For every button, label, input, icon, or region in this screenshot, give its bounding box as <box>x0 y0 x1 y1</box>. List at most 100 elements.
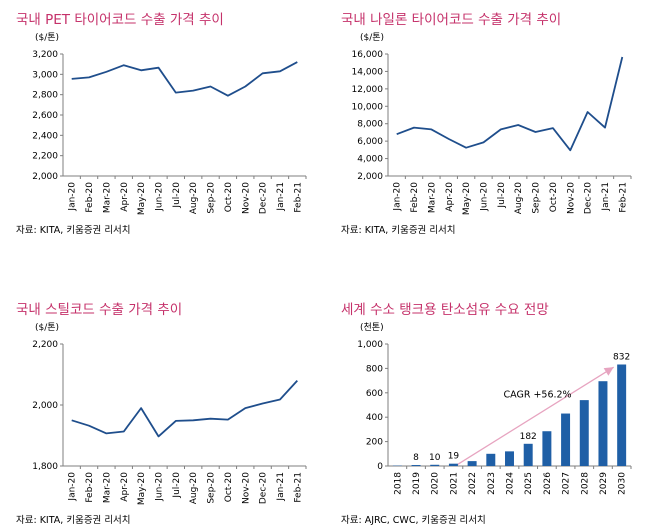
y-tick-label: 2,000 <box>32 172 58 182</box>
x-tick-label: Jan-20 <box>393 182 403 212</box>
chart-source: 자료: KITA, 키움증권 리서치 <box>341 225 456 236</box>
chart-title: 국내 PET 타이어코드 수출 가격 추이 <box>16 12 224 28</box>
x-tick-label: Feb-21 <box>618 182 628 213</box>
x-tick-label: May-20 <box>462 182 472 215</box>
x-tick-label: Jun-20 <box>154 472 164 502</box>
x-tick-label: Jan-20 <box>68 472 78 502</box>
chart-title: 국내 스틸코드 수출 가격 추이 <box>16 302 183 318</box>
data-label: 832 <box>613 352 630 362</box>
y-tick-label: 8,000 <box>357 120 383 130</box>
x-tick-label: May-20 <box>137 182 147 215</box>
y-tick-label: 800 <box>366 364 383 374</box>
x-tick-label: 2023 <box>487 472 497 495</box>
x-tick-label: 2030 <box>618 472 628 495</box>
bar <box>598 381 608 466</box>
x-tick-label: 2018 <box>393 472 403 495</box>
x-tick-label: Mar-20 <box>102 472 112 503</box>
x-tick-label: Nov-20 <box>241 182 251 214</box>
x-tick-label: Jan-21 <box>276 182 286 212</box>
y-tick-label: 600 <box>366 389 383 399</box>
chart-title: 세계 수소 탱크용 탄소섬유 수요 전망 <box>341 302 549 318</box>
y-axis-unit: ($/톤) <box>360 32 384 43</box>
cagr-arrow-head <box>603 367 614 376</box>
chart-panel-nylon: 국내 나일론 타이어코드 수출 가격 추이 ($/톤) 2,000 4,000 6,0… <box>341 8 641 236</box>
chart-panel-pet: 국내 PET 타이어코드 수출 가격 추이 ($/톤) 2,000 2,200 2,4… <box>16 8 316 236</box>
y-tick-label: 10,000 <box>352 102 384 112</box>
chart-source: 자료: KITA, 키움증권 리서치 <box>16 515 131 526</box>
x-tick-label: May-20 <box>137 472 147 505</box>
x-tick-label: Jun-20 <box>154 182 164 212</box>
x-tick-label: Dec-20 <box>259 182 269 214</box>
x-tick-label: Jan-21 <box>601 182 611 212</box>
bar <box>505 451 514 466</box>
x-tick-label: 2027 <box>562 472 572 495</box>
x-tick-label: Jul-20 <box>497 182 507 209</box>
y-axis-unit: (천톤) <box>360 322 384 333</box>
x-tick-label: 2029 <box>599 472 609 495</box>
x-tick-label: Oct-20 <box>224 472 234 503</box>
y-tick-label: 4,000 <box>357 155 383 165</box>
chart-panel-steel: 국내 스틸코드 수출 가격 추이 ($/톤) 1,800 2,000 2,200 Jan… <box>16 298 316 526</box>
y-axis-unit: ($/톤) <box>35 322 59 333</box>
x-tick-label: Feb-20 <box>85 182 95 213</box>
x-tick-label: 2022 <box>468 472 478 495</box>
bar <box>486 453 496 466</box>
data-label: 182 <box>520 432 537 442</box>
y-tick-label: 16,000 <box>352 50 384 60</box>
bar <box>448 463 458 466</box>
series-line <box>396 56 624 152</box>
y-tick-label: 1,800 <box>32 462 58 472</box>
cagr-arrow-line <box>457 366 614 466</box>
series-line <box>71 379 298 438</box>
bar <box>561 413 571 466</box>
x-tick-label: Feb-20 <box>410 182 420 213</box>
chart-title: 국내 나일론 타이어코드 수출 가격 추이 <box>341 12 562 28</box>
x-tick-label: Apr-20 <box>120 182 130 212</box>
x-tick-label: Jul-20 <box>172 472 182 499</box>
cagr-annotation: CAGR +56.2% <box>504 390 572 401</box>
y-axis-unit: ($/톤) <box>35 32 59 43</box>
bar <box>542 431 552 466</box>
x-tick-label: Jan-20 <box>68 182 78 212</box>
y-tick-label: 3,200 <box>32 50 58 60</box>
series-line <box>71 61 298 97</box>
x-tick-label: Feb-20 <box>85 472 95 503</box>
steel-price-chart: ($/톤) 1,800 2,000 2,200 Jan-20 Feb-20 Mar-20 Ap… <box>32 322 307 505</box>
x-tick-label: Dec-20 <box>584 182 594 214</box>
x-tick-label: Jul-20 <box>172 182 182 209</box>
y-tick-label: 2,400 <box>32 131 58 141</box>
x-tick-label: Apr-20 <box>120 472 130 502</box>
chart-source: 자료: AJRC, CWC, 키움증권 리서치 <box>341 515 486 526</box>
y-tick-label: 14,000 <box>352 67 384 77</box>
y-tick-label: 12,000 <box>352 85 384 95</box>
x-tick-label: Sep-20 <box>532 182 542 214</box>
y-tick-label: 6,000 <box>357 137 383 147</box>
x-tick-label: Mar-20 <box>427 182 437 213</box>
x-tick-label: Feb-21 <box>293 472 303 503</box>
x-tick-label: Mar-20 <box>102 182 112 213</box>
x-tick-label: Apr-20 <box>445 182 455 212</box>
y-tick-label: 0 <box>377 462 383 472</box>
carbon-fiber-demand-chart: (천톤) 0 200 400 600 800 1,000 2018 2019 2020 2021 20… <box>357 322 632 495</box>
y-tick-label: 3,000 <box>32 70 58 80</box>
pet-price-chart: ($/톤) 2,000 2,200 2,400 2,600 2,800 3,000 3,200… <box>32 32 307 215</box>
y-tick-label: 2,200 <box>32 340 58 350</box>
chart-source: 자료: KITA, 키움증권 리서치 <box>16 225 131 236</box>
x-tick-label: Jun-20 <box>479 182 489 212</box>
x-tick-label: Dec-20 <box>259 472 269 504</box>
y-tick-label: 2,000 <box>357 172 383 182</box>
bar <box>523 443 533 466</box>
x-tick-label: 2025 <box>524 472 534 495</box>
x-tick-label: 2019 <box>412 472 422 495</box>
x-tick-label: Jan-21 <box>276 472 286 502</box>
nylon-price-chart: ($/톤) 2,000 4,000 6,000 8,000 10,000 12,000 14,… <box>352 32 632 215</box>
y-tick-label: 2,800 <box>32 91 58 101</box>
bar <box>617 364 627 466</box>
x-tick-label: 2024 <box>506 472 516 495</box>
bar <box>579 400 589 466</box>
y-tick-label: 200 <box>366 438 383 448</box>
bar <box>430 464 440 466</box>
y-tick-label: 2,600 <box>32 111 58 121</box>
x-tick-label: Aug-20 <box>189 182 199 215</box>
x-tick-label: Sep-20 <box>207 472 217 504</box>
